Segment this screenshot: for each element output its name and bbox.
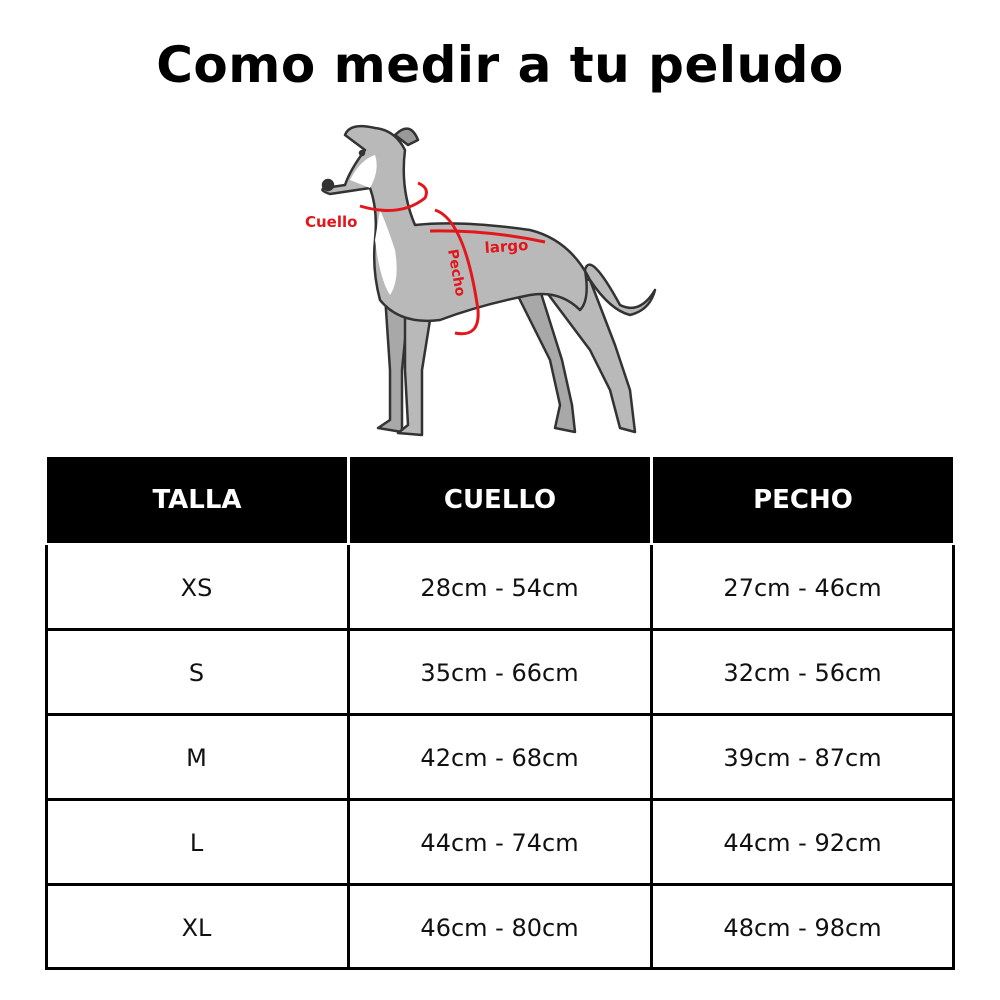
- size-table: XS 28cm - 54cm 27cm - 46cm S 35cm - 66cm 32cm…: [45, 545, 955, 970]
- cell-pecho: 48cm - 98cm: [723, 913, 882, 942]
- dog-icon: [321, 124, 657, 437]
- page-title: Como medir a tu peludo: [156, 36, 844, 94]
- cell-cuello: 44cm - 74cm: [420, 828, 579, 857]
- cell-talla: XS: [180, 573, 213, 602]
- header-cuello: CUELLO: [350, 457, 650, 543]
- cell-talla: XL: [181, 913, 212, 942]
- cell-talla: S: [188, 658, 205, 687]
- cell-talla: M: [186, 743, 207, 772]
- header-talla: TALLA: [47, 457, 347, 543]
- table-border: [45, 545, 48, 970]
- cell-cuello: 46cm - 80cm: [420, 913, 579, 942]
- cell-pecho: 27cm - 46cm: [723, 573, 882, 602]
- cell-cuello: 42cm - 68cm: [420, 743, 579, 772]
- dog-measurement-illustration: Cuello largo Pecho: [305, 124, 657, 437]
- cell-pecho: 39cm - 87cm: [723, 743, 882, 772]
- row-divider: [45, 883, 955, 886]
- table-border: [952, 545, 955, 970]
- row-divider: [45, 628, 955, 631]
- cell-pecho: 32cm - 56cm: [723, 658, 882, 687]
- length-label: largo: [484, 236, 529, 257]
- cell-cuello: 35cm - 66cm: [420, 658, 579, 687]
- measurement-arrows: [359, 181, 546, 336]
- cell-pecho: 44cm - 92cm: [723, 828, 882, 857]
- neck-label: Cuello: [305, 213, 357, 231]
- cell-cuello: 28cm - 54cm: [420, 573, 579, 602]
- table-divider: [650, 545, 653, 970]
- cell-talla: L: [189, 828, 204, 857]
- row-divider: [45, 713, 955, 716]
- table-divider: [347, 545, 350, 970]
- row-divider: [45, 798, 955, 801]
- table-border: [45, 967, 955, 970]
- header-pecho: PECHO: [653, 457, 953, 543]
